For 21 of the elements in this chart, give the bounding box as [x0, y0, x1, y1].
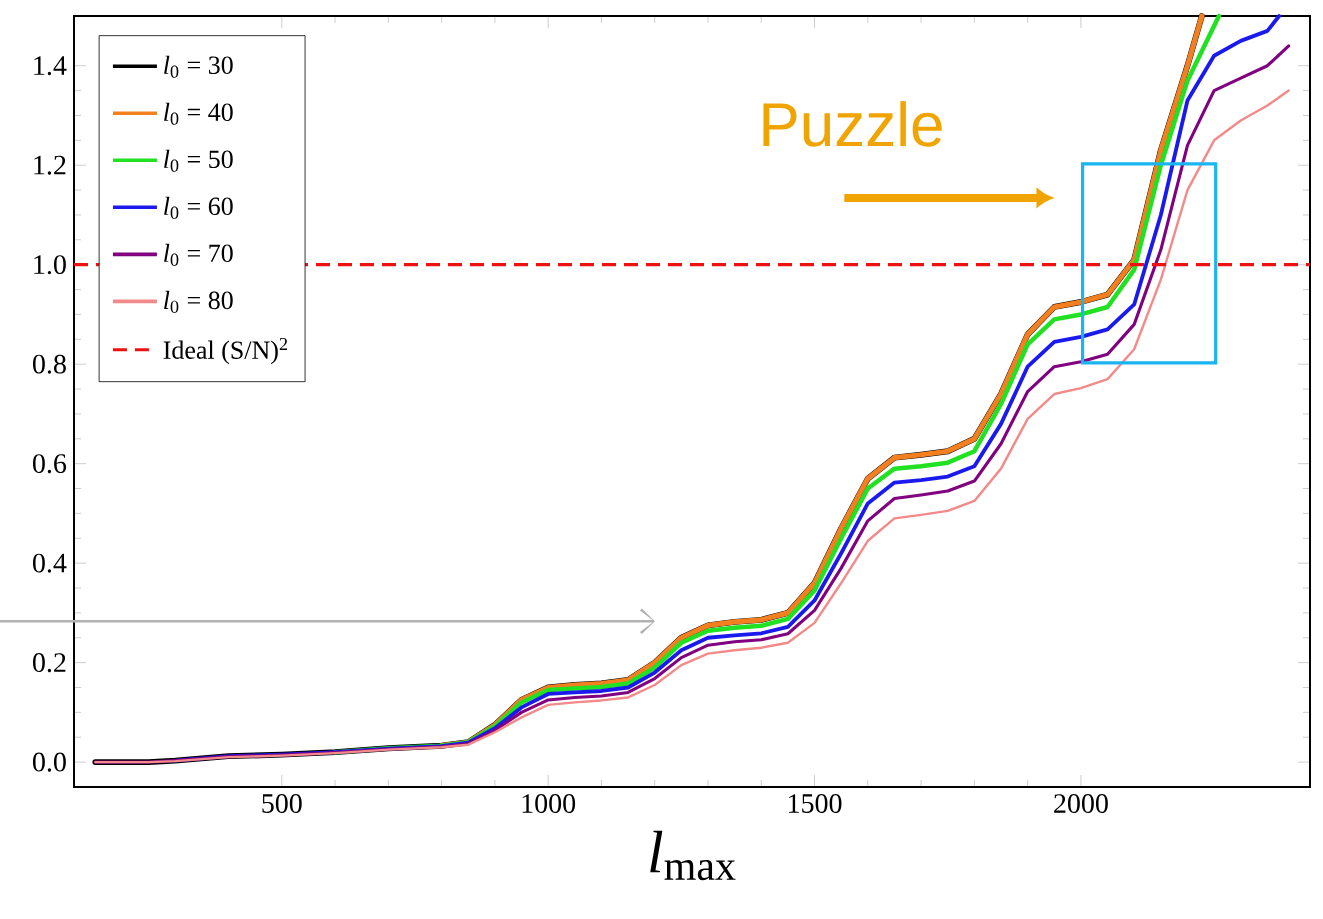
y-tick-label: 0.8	[33, 354, 66, 374]
y-tick-label: 1.2	[34, 155, 66, 175]
y-tick-label: 0.0	[33, 752, 66, 772]
legend-label: l$_{0}$ = 30	[164, 55, 233, 78]
legend-label: l$_{0}$ = 70	[164, 243, 233, 266]
x-tick-label: 500	[262, 794, 302, 813]
legend-label: l$_{0}$ = 60	[164, 196, 233, 219]
y-tick-label: 1.4	[34, 56, 67, 76]
x-axis-title: l$_{max}$	[650, 830, 736, 881]
annotation: Puzzle	[763, 101, 942, 147]
legend-label: l$_{0}$ = 40	[164, 102, 233, 125]
legend-label: l$_{0}$ = 50	[164, 149, 233, 172]
legend-label: l$_{0}$ = 80	[164, 290, 233, 313]
x-tick-label: 2000	[1054, 794, 1108, 813]
y-tick-label: 0.6	[33, 454, 67, 474]
y-tick-label: 0.4	[33, 553, 67, 573]
y-tick-label: 0.2	[33, 653, 66, 673]
y-tick-label: 1.0	[34, 255, 66, 275]
x-tick-label: 1000	[522, 794, 576, 813]
legend-label: Ideal (S/N)$^{2}$	[163, 337, 288, 365]
x-tick-label: 1500	[788, 794, 842, 813]
